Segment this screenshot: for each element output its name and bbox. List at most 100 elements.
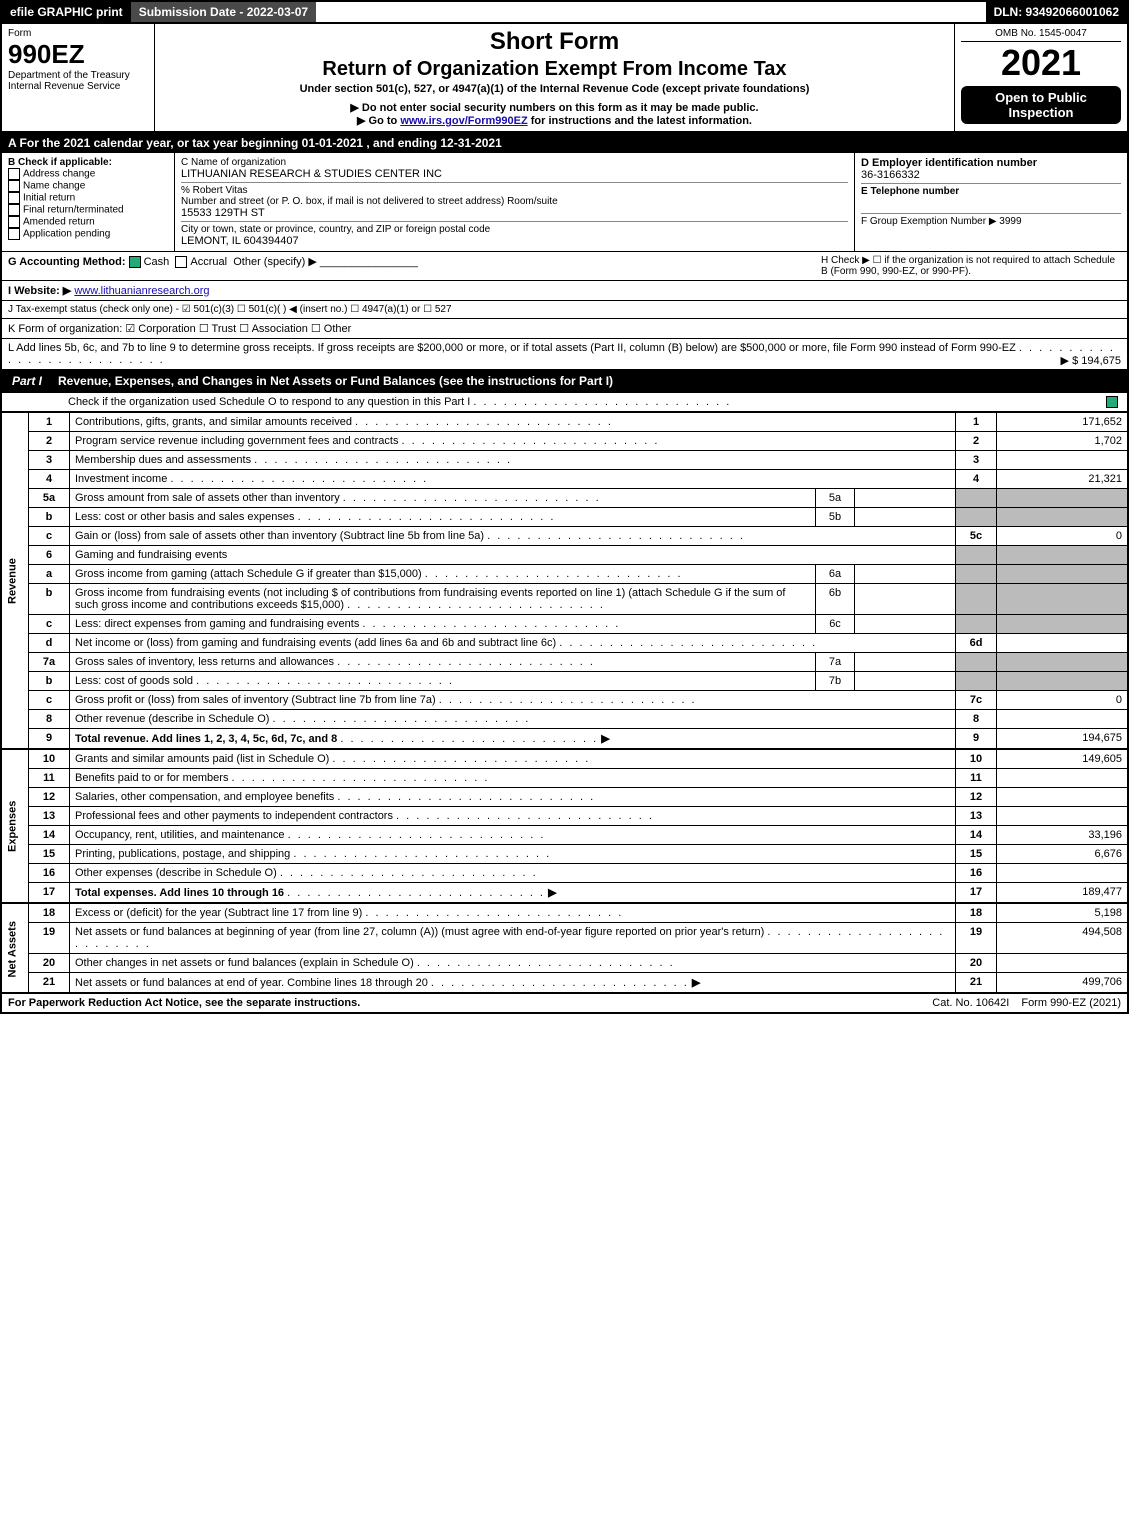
line-row: 12Salaries, other compensation, and empl…	[1, 788, 1128, 807]
r-num	[956, 584, 997, 615]
line-desc: Other revenue (describe in Schedule O)	[70, 710, 956, 729]
amount	[997, 864, 1129, 883]
r-num: 4	[956, 470, 997, 489]
row-gh: G Accounting Method: Cash Accrual Other …	[0, 252, 1129, 281]
line-num: b	[29, 508, 70, 527]
amount: 5,198	[997, 904, 1129, 923]
b-item-5[interactable]: Application pending	[8, 228, 168, 240]
line-num: 12	[29, 788, 70, 807]
line-num: 6	[29, 546, 70, 565]
p1-checkbox[interactable]	[1106, 396, 1118, 408]
sub-val	[855, 508, 956, 527]
section-vlabel: Revenue	[1, 413, 29, 749]
line-row: bLess: cost or other basis and sales exp…	[1, 508, 1128, 527]
goto: ▶ Go to www.irs.gov/Form990EZ for instru…	[161, 114, 948, 127]
part1-tab: Part I	[2, 370, 52, 392]
line-desc: Gross income from fundraising events (no…	[70, 584, 816, 615]
cash-check[interactable]	[129, 256, 141, 268]
r-num: 3	[956, 451, 997, 470]
title: Return of Organization Exempt From Incom…	[161, 58, 948, 81]
line-num: 9	[29, 729, 70, 749]
line-num: 20	[29, 954, 70, 973]
e-label: E Telephone number	[861, 183, 1121, 197]
sub-val	[855, 565, 956, 584]
line-num: 16	[29, 864, 70, 883]
expense-table: Expenses10Grants and similar amounts pai…	[0, 749, 1129, 903]
col-c: C Name of organization LITHUANIAN RESEAR…	[175, 153, 855, 251]
line-row: cLess: direct expenses from gaming and f…	[1, 615, 1128, 634]
line-num: 17	[29, 883, 70, 903]
website-link[interactable]: www.lithuanianresearch.org	[74, 285, 209, 297]
line-num: 10	[29, 750, 70, 769]
open-public: Open to Public Inspection	[961, 86, 1121, 124]
line-desc: Contributions, gifts, grants, and simila…	[70, 413, 956, 432]
b-item-2[interactable]: Initial return	[8, 192, 168, 204]
line-desc: Total expenses. Add lines 10 through 16 …	[70, 883, 956, 903]
b-item-4[interactable]: Amended return	[8, 216, 168, 228]
b-label-1: Name change	[23, 181, 85, 192]
line-num: 15	[29, 845, 70, 864]
part1-title: Revenue, Expenses, and Changes in Net As…	[52, 370, 1127, 392]
line-num: c	[29, 527, 70, 546]
line-num: 8	[29, 710, 70, 729]
r-num	[956, 546, 997, 565]
tax-year: 2021	[961, 42, 1121, 84]
accrual-label: Accrual	[190, 256, 227, 268]
line-row: 7aGross sales of inventory, less returns…	[1, 653, 1128, 672]
line-row: 21Net assets or fund balances at end of …	[1, 973, 1128, 994]
r-num	[956, 489, 997, 508]
b-item-0[interactable]: Address change	[8, 168, 168, 180]
goto-link[interactable]: www.irs.gov/Form990EZ	[400, 115, 527, 127]
line-row: Net Assets18Excess or (deficit) for the …	[1, 904, 1128, 923]
line-row: 4Investment income 421,321	[1, 470, 1128, 489]
col-de: D Employer identification number 36-3166…	[855, 153, 1127, 251]
line-desc: Gaming and fundraising events	[70, 546, 956, 565]
line-num: 5a	[29, 489, 70, 508]
r-num: 6d	[956, 634, 997, 653]
line-desc: Program service revenue including govern…	[70, 432, 956, 451]
line-num: 14	[29, 826, 70, 845]
r-num	[956, 508, 997, 527]
amount	[997, 788, 1129, 807]
dept: Department of the Treasury	[8, 70, 148, 81]
r-num: 5c	[956, 527, 997, 546]
line-row: 15Printing, publications, postage, and s…	[1, 845, 1128, 864]
sub-num: 6c	[816, 615, 855, 634]
p1-check-text: Check if the organization used Schedule …	[68, 396, 470, 408]
r-num: 7c	[956, 691, 997, 710]
form-ref: Form 990-EZ (2021)	[1015, 994, 1127, 1012]
r-num: 1	[956, 413, 997, 432]
org-name: LITHUANIAN RESEARCH & STUDIES CENTER INC	[181, 168, 848, 180]
amount	[997, 451, 1129, 470]
sub-num: 5a	[816, 489, 855, 508]
line-desc: Excess or (deficit) for the year (Subtra…	[70, 904, 956, 923]
f-label: F Group Exemption Number ▶ 3999	[861, 213, 1121, 227]
c-label: C Name of organization	[181, 157, 848, 168]
form-header: Form 990EZ Department of the Treasury In…	[0, 24, 1129, 133]
amount: 171,652	[997, 413, 1129, 432]
amount: 21,321	[997, 470, 1129, 489]
b-item-3[interactable]: Final return/terminated	[8, 204, 168, 216]
header-left: Form 990EZ Department of the Treasury In…	[2, 24, 155, 131]
line-desc: Other expenses (describe in Schedule O)	[70, 864, 956, 883]
line-row: aGross income from gaming (attach Schedu…	[1, 565, 1128, 584]
line-desc: Less: cost or other basis and sales expe…	[70, 508, 816, 527]
accrual-check[interactable]	[175, 256, 187, 268]
line-row: 5aGross amount from sale of assets other…	[1, 489, 1128, 508]
cat-no: Cat. No. 10642I	[926, 994, 1015, 1012]
g-line: G Accounting Method: Cash Accrual Other …	[8, 255, 821, 277]
line-row: 14Occupancy, rent, utilities, and mainte…	[1, 826, 1128, 845]
r-num: 12	[956, 788, 997, 807]
amount: 6,676	[997, 845, 1129, 864]
top-bar: efile GRAPHIC print Submission Date - 20…	[0, 0, 1129, 24]
r-num: 10	[956, 750, 997, 769]
line-row: cGross profit or (loss) from sales of in…	[1, 691, 1128, 710]
r-num: 19	[956, 923, 997, 954]
section-vlabel: Expenses	[1, 750, 29, 903]
b-item-1[interactable]: Name change	[8, 180, 168, 192]
line-row: 3Membership dues and assessments 3	[1, 451, 1128, 470]
efile-label[interactable]: efile GRAPHIC print	[2, 2, 131, 22]
line-desc: Net assets or fund balances at end of ye…	[70, 973, 956, 994]
sub-val	[855, 489, 956, 508]
line-row: 17Total expenses. Add lines 10 through 1…	[1, 883, 1128, 903]
